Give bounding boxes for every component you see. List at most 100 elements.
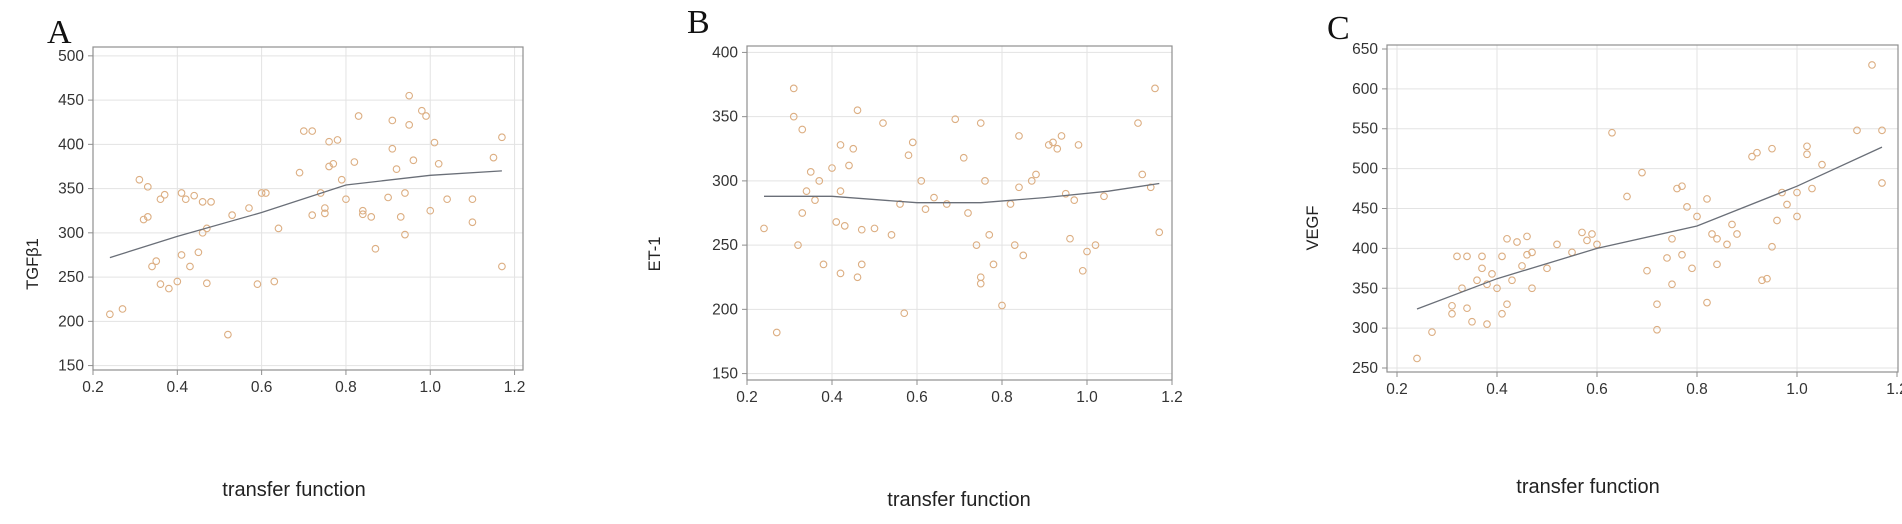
data-point-c bbox=[1733, 230, 1741, 238]
data-point-a bbox=[468, 195, 477, 204]
data-point-a bbox=[371, 244, 380, 253]
x-tick-label-a: 1.2 bbox=[504, 379, 526, 396]
data-point-b bbox=[836, 187, 845, 196]
data-point-c bbox=[1703, 298, 1711, 307]
data-point-a bbox=[177, 251, 186, 259]
data-point-a bbox=[156, 280, 165, 289]
data-point-b bbox=[921, 205, 930, 213]
data-point-b bbox=[845, 161, 853, 170]
data-point-a bbox=[261, 189, 270, 197]
data-point-a bbox=[342, 195, 350, 204]
data-point-c bbox=[1663, 254, 1671, 262]
data-point-b bbox=[836, 141, 845, 149]
x-tick-label-a: 0.2 bbox=[82, 379, 104, 396]
data-point-c bbox=[1588, 230, 1596, 238]
data-point-a bbox=[417, 106, 426, 115]
y-tick-label-a: 450 bbox=[58, 92, 84, 109]
plot-frame-a bbox=[92, 46, 524, 371]
data-point-a bbox=[422, 112, 430, 120]
x-tick-label-c: 1.2 bbox=[1886, 381, 1902, 398]
data-point-c bbox=[1623, 192, 1631, 201]
data-point-a bbox=[224, 330, 232, 339]
data-point-b bbox=[828, 164, 836, 172]
data-point-a bbox=[299, 127, 308, 135]
data-point-a bbox=[396, 213, 405, 221]
data-point-b bbox=[857, 260, 866, 269]
data-point-c bbox=[1478, 264, 1486, 273]
data-point-a bbox=[160, 190, 169, 199]
data-point-b bbox=[1146, 183, 1155, 192]
data-point-b bbox=[942, 200, 951, 208]
data-point-b bbox=[1074, 141, 1083, 149]
data-point-c bbox=[1643, 266, 1651, 275]
x-axis-title-b: transfer function bbox=[887, 489, 1030, 511]
data-point-c bbox=[1818, 160, 1826, 169]
data-point-a bbox=[207, 198, 215, 206]
data-point-b bbox=[964, 209, 972, 217]
y-tick-label-a: 300 bbox=[58, 225, 84, 242]
data-point-c bbox=[1693, 212, 1701, 221]
data-point-a bbox=[434, 159, 443, 168]
data-point-c bbox=[1578, 228, 1586, 237]
data-point-b bbox=[798, 209, 807, 217]
data-point-a bbox=[468, 218, 477, 227]
data-point-b bbox=[981, 177, 989, 185]
data-point-b bbox=[1044, 141, 1053, 149]
data-point-c bbox=[1793, 188, 1801, 197]
x-tick-label-b: 0.8 bbox=[991, 389, 1013, 406]
data-point-c bbox=[1428, 328, 1436, 336]
data-point-b bbox=[853, 106, 862, 115]
data-point-c bbox=[1703, 195, 1711, 203]
data-point-c bbox=[1508, 276, 1516, 285]
data-point-b bbox=[951, 115, 960, 124]
y-tick-label-b: 200 bbox=[712, 301, 738, 318]
data-point-a bbox=[152, 257, 161, 266]
trend-line-b bbox=[764, 182, 1160, 204]
data-point-b bbox=[815, 177, 824, 185]
data-point-b bbox=[870, 224, 879, 233]
data-point-a bbox=[228, 211, 236, 219]
y-tick-label-a: 150 bbox=[58, 358, 84, 375]
panel-c: C transfer function VEGF 0.2 0.4 0.6 0.8 1.0… bbox=[1304, 10, 1902, 498]
data-point-c bbox=[1608, 128, 1616, 137]
data-point-a bbox=[202, 279, 211, 288]
data-point-b bbox=[1061, 189, 1070, 198]
data-point-b bbox=[811, 196, 819, 205]
x-tick-label-b: 1.2 bbox=[1161, 389, 1183, 406]
data-point-a bbox=[156, 195, 165, 204]
y-tick-label-c: 450 bbox=[1352, 201, 1378, 218]
data-point-b bbox=[976, 279, 985, 288]
data-point-a bbox=[321, 209, 329, 218]
data-point-c bbox=[1668, 280, 1676, 289]
data-point-a bbox=[135, 175, 144, 184]
data-point-c bbox=[1483, 320, 1491, 328]
data-point-c bbox=[1808, 184, 1816, 193]
data-point-b bbox=[908, 138, 917, 147]
plot-frame-b bbox=[746, 45, 1173, 381]
y-tick-label-c: 600 bbox=[1352, 81, 1378, 98]
panel-b: B transfer function ET-1 0.2 0.4 0.6 0.8 1.0… bbox=[646, 4, 1183, 511]
x-tick-label-c: 0.6 bbox=[1586, 381, 1608, 398]
data-point-b bbox=[857, 225, 866, 234]
data-point-c bbox=[1528, 284, 1536, 293]
data-point-b bbox=[832, 218, 841, 226]
data-point-a bbox=[388, 144, 397, 153]
panel-letter-a: A bbox=[47, 14, 72, 51]
data-point-a bbox=[337, 175, 346, 184]
y-tick-label-c: 300 bbox=[1352, 320, 1378, 337]
x-tick-label-b: 0.6 bbox=[906, 389, 928, 406]
y-tick-label-b: 150 bbox=[712, 366, 738, 383]
data-point-b bbox=[1083, 247, 1091, 256]
data-point-b bbox=[930, 193, 938, 202]
data-point-c bbox=[1753, 148, 1761, 157]
data-point-b bbox=[806, 168, 815, 176]
data-point-b bbox=[1066, 234, 1074, 243]
y-tick-label-a: 350 bbox=[58, 181, 84, 198]
y-tick-label-a: 200 bbox=[58, 313, 84, 330]
data-point-b bbox=[836, 269, 845, 278]
data-point-a bbox=[329, 159, 338, 168]
data-point-c bbox=[1728, 220, 1736, 229]
data-point-c bbox=[1778, 188, 1786, 197]
data-point-c bbox=[1593, 240, 1601, 249]
